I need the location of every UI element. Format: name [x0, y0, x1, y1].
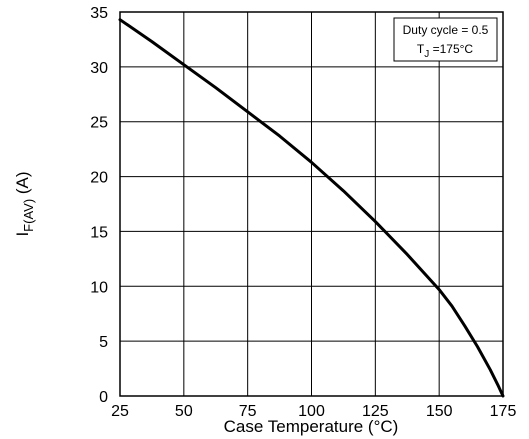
legend-t-rest: =175°C: [429, 42, 473, 56]
x-axis-title: Case Temperature (°C): [224, 417, 399, 436]
x-tick-label: 25: [111, 403, 129, 420]
y-tick-label: 5: [99, 334, 108, 351]
x-tick-label: 50: [175, 403, 193, 420]
plot-frame: [119, 11, 504, 397]
x-tick-label: 100: [298, 403, 325, 420]
legend-line-2: TJ =175°C: [417, 42, 474, 60]
x-tick-label: 75: [239, 403, 257, 420]
x-tick-label: 150: [426, 403, 453, 420]
x-tick-label: 175: [490, 403, 517, 420]
y-tick-label: 20: [90, 170, 108, 187]
y-axis-title-unit: (A): [13, 171, 32, 198]
y-tick-label: 30: [90, 60, 108, 77]
y-tick-label: 35: [90, 5, 108, 22]
series-line: [118, 18, 505, 398]
x-tick-label: 125: [362, 403, 389, 420]
legend-line-1: Duty cycle = 0.5: [403, 23, 489, 37]
legend-box: Duty cycle = 0.5 TJ =175°C: [393, 17, 498, 62]
y-tick-label: 0: [99, 389, 108, 406]
legend-frame: [393, 17, 498, 62]
x-tick-labels: 25 50 75 100 125 150 175: [111, 403, 516, 420]
y-tick-label: 10: [90, 279, 108, 296]
grid: [120, 12, 503, 396]
legend-t-main: T: [417, 42, 425, 56]
y-tick-label: 25: [90, 115, 108, 132]
y-axis-title-main: I: [13, 232, 32, 237]
legend-t-sub: J: [424, 49, 429, 60]
y-axis-title: IF(AV) (A): [13, 171, 36, 236]
y-tick-label: 15: [90, 224, 108, 241]
y-tick-labels: 0 5 10 15 20 25 30 35: [90, 5, 108, 406]
y-axis-title-sub: F(AV): [21, 199, 36, 232]
